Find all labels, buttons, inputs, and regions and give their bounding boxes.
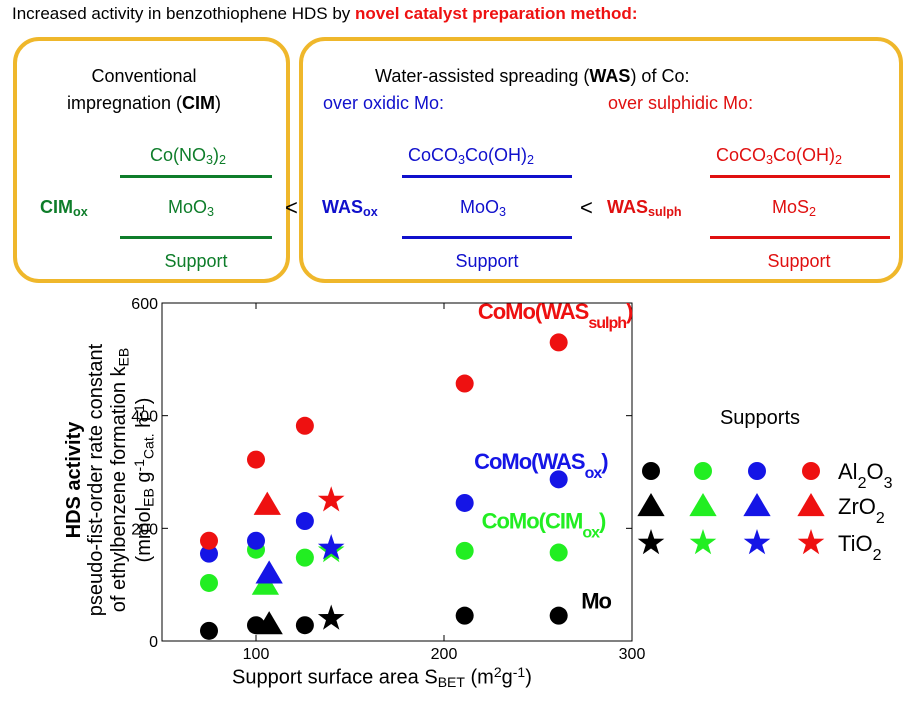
data-point [200, 573, 218, 592]
legend-marker [637, 529, 665, 555]
data-point [549, 333, 568, 352]
was-sulph-label: WASsulph [607, 197, 682, 220]
was-ox-line-top [402, 175, 572, 178]
less-than-2: < [580, 195, 593, 220]
cim-line-top [120, 175, 272, 178]
was-box [299, 37, 903, 283]
was-ox-support: Support [455, 251, 519, 271]
cim-line-bottom [120, 236, 272, 239]
was-ox-top-layer: CoCO3Co(OH)2 [408, 145, 535, 168]
legend-title: Supports [720, 407, 800, 429]
data-point [295, 548, 314, 567]
data-point [317, 604, 345, 630]
was-sulphidic-label: over sulphidic Mo: [608, 93, 754, 113]
was-ox-label: WASox [322, 197, 378, 220]
page-title: Increased activity in benzothiophene HDS… [12, 4, 637, 24]
x-tick-label: 200 [431, 646, 458, 663]
cim-title-line1: Conventional [91, 66, 197, 86]
data-point [317, 534, 345, 560]
was-title: Water-assisted spreading (WAS) of Co: [375, 66, 690, 86]
y-axis-label-line1: HDS activity [62, 421, 85, 539]
chart-annotation: Mo [581, 588, 611, 613]
data-point [549, 470, 568, 489]
data-point [455, 374, 474, 393]
legend-marker [689, 493, 717, 517]
legend-marker [743, 493, 771, 517]
data-point [247, 450, 265, 469]
legend-label: TiO2 [838, 531, 882, 564]
y-tick-label: 600 [131, 296, 158, 313]
data-point [317, 486, 345, 512]
cim-top-layer: Co(NO3)2 [150, 145, 227, 168]
was-sulph-mid-layer: MoS2 [772, 197, 817, 220]
data-point [455, 493, 474, 512]
legend-marker [689, 529, 717, 555]
legend-marker [802, 462, 820, 480]
was-sulph-line-bottom [710, 236, 890, 239]
data-point [247, 540, 265, 559]
x-axis-label: Support surface area SBET (m2g-1) [232, 664, 532, 690]
cim-box [13, 37, 290, 283]
title-prefix: Increased activity in benzothiophene HDS… [12, 4, 356, 23]
data-point [549, 543, 568, 562]
legend-marker [694, 462, 712, 480]
data-point [255, 611, 283, 635]
was-sulph-line-top [710, 175, 890, 178]
data-point [295, 616, 314, 635]
cim-title-line2: impregnation (CIM) [66, 93, 222, 113]
less-than-1: < [285, 195, 298, 220]
legend-marker [642, 462, 660, 480]
data-point [455, 606, 474, 625]
data-point [295, 512, 314, 531]
plot-frame [161, 302, 633, 642]
data-point [295, 416, 314, 435]
chart-annotation: CoMo(CIMox) [482, 508, 606, 541]
y-axis-label-line2: pseudo-fist-order rate constant [85, 343, 108, 617]
y-axis-label-line3: of ethylbenzene formation kEB [107, 347, 132, 613]
legend-marker [743, 529, 771, 555]
legend-marker [748, 462, 766, 480]
data-point [255, 560, 283, 584]
data-point [549, 606, 568, 625]
data-point [200, 621, 218, 640]
was-ox-mid-layer: MoO3 [460, 197, 507, 220]
legend-marker [797, 529, 825, 555]
y-tick-label: 0 [149, 634, 158, 651]
cim-support: Support [164, 251, 228, 271]
legend-label: ZrO2 [838, 494, 885, 527]
was-sulph-support: Support [767, 251, 831, 271]
legend-label: Al2O3 [838, 459, 893, 492]
chart-annotation: CoMo(WASox) [474, 449, 608, 482]
y-axis-label: HDS activity pseudo-fist-order rate cons… [63, 344, 157, 616]
data-point [317, 536, 345, 563]
data-point [253, 491, 281, 515]
was-sulph-top-layer: CoCO3Co(OH)2 [716, 145, 843, 168]
data-point [247, 531, 265, 550]
data-point [251, 571, 280, 595]
x-tick-label: 100 [243, 646, 270, 663]
was-oxidic-label: over oxidic Mo: [323, 93, 445, 113]
data-point [200, 544, 218, 563]
cim-mid-layer: MoO3 [168, 197, 215, 220]
data-point [200, 531, 218, 550]
was-ox-line-bottom [402, 236, 572, 239]
x-tick-label: 300 [619, 646, 646, 663]
title-highlight: novel catalyst preparation method: [355, 4, 638, 23]
chart-annotation: CoMo(WASsulph) [478, 299, 633, 332]
data-point [247, 616, 265, 635]
y-axis-label-line4: (mmolEB g-1Cat. h-1) [130, 397, 157, 563]
legend-marker [797, 493, 825, 517]
data-point [455, 541, 474, 560]
cim-ox-label: CIMox [40, 197, 88, 220]
legend-marker [637, 493, 665, 517]
